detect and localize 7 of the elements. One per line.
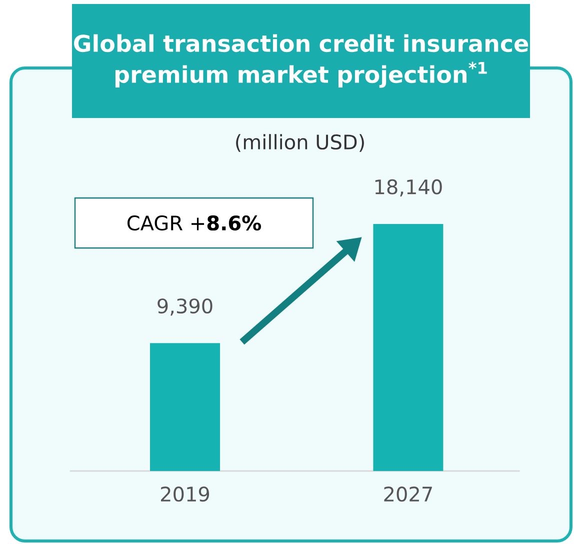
x-tick-label: 2027 (384, 486, 432, 502)
chart-subtitle: (million USD) (236, 134, 364, 152)
chart-title: Global transaction credit insurance premium market projection$^{*1}$ (74, 34, 528, 88)
data-label: 9,390 (158, 298, 212, 316)
data-label: 18,140 (375, 179, 442, 196)
x-tick-label: 2019 (161, 486, 210, 502)
annotation: CAGR +8.6% (127, 215, 262, 231)
